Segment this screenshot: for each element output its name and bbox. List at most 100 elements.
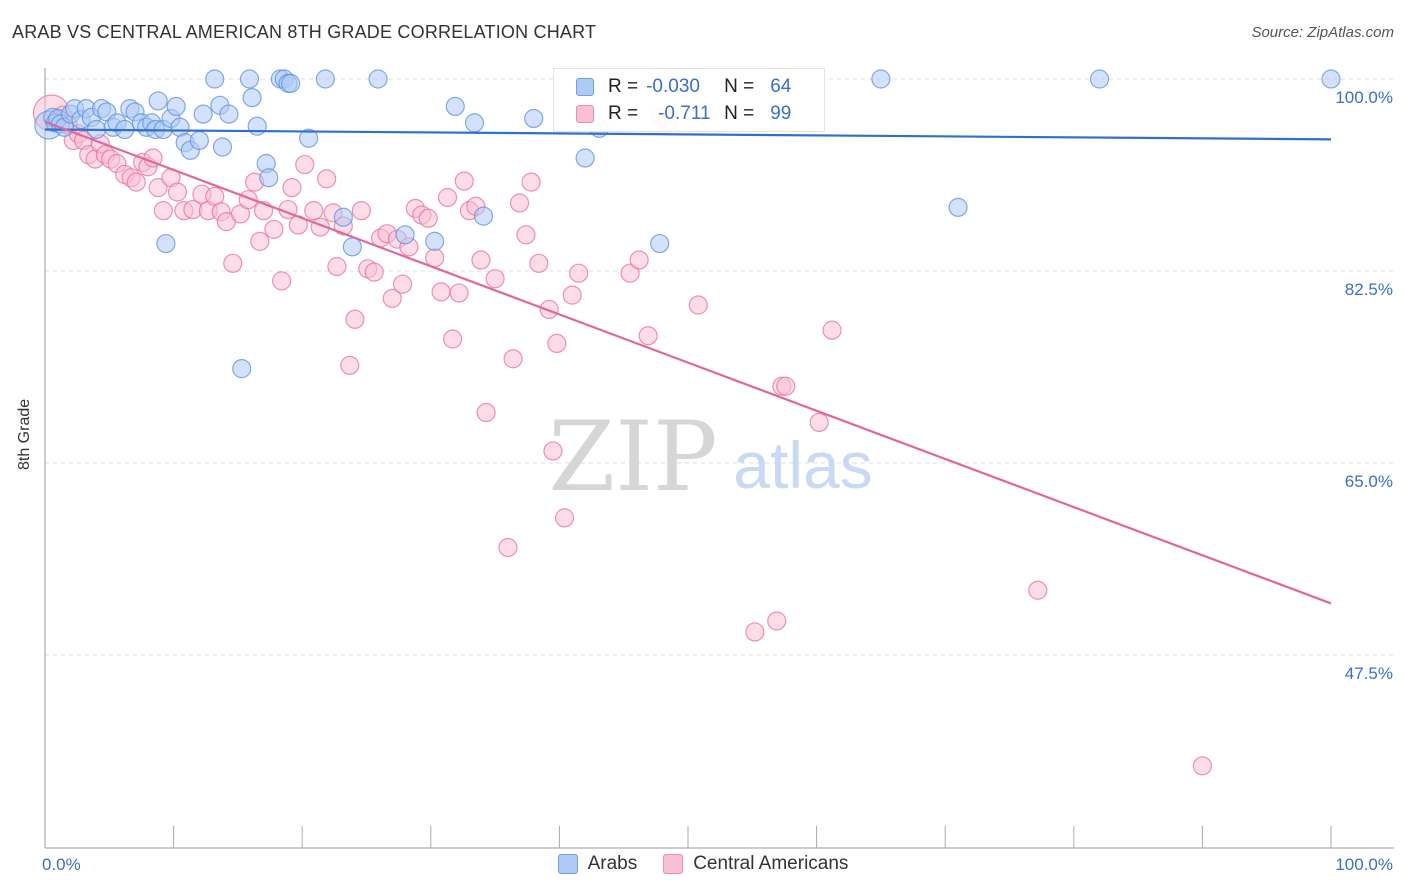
data-point (650, 233, 670, 254)
legend-item-arabs[interactable]: Arabs (557, 853, 638, 875)
data-point (509, 193, 530, 213)
data-point (327, 257, 347, 277)
data-point (340, 355, 360, 375)
data-point (1089, 69, 1110, 89)
trend-line (44, 120, 1332, 605)
data-point (282, 178, 302, 198)
y-tick-label: 100.0% (1335, 88, 1393, 107)
data-point (547, 333, 567, 354)
watermark-atlas: atlas (733, 428, 872, 502)
data-point (485, 269, 505, 289)
data-point (575, 148, 595, 168)
data-point (232, 359, 252, 379)
data-point (425, 248, 445, 268)
data-point (304, 201, 324, 221)
data-point (247, 116, 267, 136)
data-point (148, 178, 168, 198)
data-point (529, 253, 549, 273)
data-point (382, 288, 402, 309)
x-tick-label: 0.0% (42, 855, 81, 874)
r-label: R = (608, 103, 639, 124)
data-point (688, 295, 708, 315)
x-tick-label: 100.0% (1335, 855, 1393, 874)
data-point (167, 182, 188, 202)
n-label: N = (724, 103, 755, 124)
data-point (809, 412, 829, 433)
data-point (476, 402, 496, 423)
legend-swatch-arabs (557, 854, 578, 874)
data-point (219, 104, 239, 124)
data-point (156, 233, 176, 254)
r-label: R = (608, 76, 639, 97)
tick-labels: 100.0% 82.5% 65.0% 47.5% 0.0% 100.0% (42, 88, 1393, 874)
data-point (392, 274, 413, 294)
data-point (1321, 69, 1341, 89)
chart-title: ARAB VS CENTRAL AMERICAN 8TH GRADE CORRE… (12, 22, 597, 42)
data-point (464, 113, 485, 133)
y-tick-label: 47.5% (1345, 664, 1393, 683)
data-point (516, 225, 536, 245)
legend-label-central-americans: Central Americans (693, 853, 849, 874)
data-point (295, 154, 315, 175)
n-value-central-americans: 99 (770, 103, 792, 124)
legend: Arabs Central Americans (0, 852, 1406, 876)
data-point (333, 207, 353, 227)
n-value-arabs: 64 (770, 76, 792, 97)
data-point (449, 283, 469, 303)
data-point (425, 231, 445, 251)
data-point (315, 69, 335, 89)
axes (44, 68, 1394, 849)
data-point (418, 208, 438, 228)
data-point (569, 263, 589, 283)
stats-box: R = -0.030 N = 64 R = -0.711 N = 99 (553, 68, 825, 132)
data-point (368, 69, 388, 89)
data-point (148, 91, 168, 111)
trend-line (44, 128, 1332, 141)
y-axis-label: 8th Grade (16, 398, 33, 470)
source-label: Source: ZipAtlas.com (1251, 24, 1394, 41)
data-point (431, 282, 451, 302)
data-point (193, 104, 213, 124)
data-point (454, 171, 474, 191)
data-point (443, 329, 463, 349)
data-point (498, 537, 518, 558)
data-point (948, 197, 968, 217)
data-point (1028, 580, 1048, 600)
data-point (767, 611, 787, 631)
data-point (503, 349, 523, 369)
data-point (351, 201, 371, 221)
data-point (153, 201, 173, 221)
data-point (281, 73, 301, 93)
data-point (342, 237, 362, 257)
data-point (554, 508, 575, 528)
data-point (1192, 756, 1213, 776)
legend-item-central-americans[interactable]: Central Americans (663, 853, 848, 875)
data-point (620, 263, 640, 283)
series-central-americans (32, 94, 1213, 776)
stats-swatch-central-americans (576, 105, 594, 123)
r-value-central-americans: -0.711 (658, 103, 711, 124)
data-point (822, 320, 842, 340)
y-tick-label: 65.0% (1345, 472, 1393, 491)
data-point (437, 187, 458, 208)
n-label: N = (724, 76, 755, 97)
r-value-arabs: -0.030 (646, 76, 700, 97)
data-point (189, 130, 209, 151)
data-point (205, 69, 225, 89)
stats-swatch-arabs (576, 78, 594, 96)
legend-label-arabs: Arabs (587, 853, 638, 874)
data-point (317, 169, 337, 189)
watermark: ZIP atlas (548, 401, 872, 513)
data-point (242, 88, 262, 108)
data-point (259, 168, 279, 188)
watermark-zip: ZIP (548, 401, 717, 513)
data-point (871, 69, 891, 89)
data-point (471, 250, 491, 270)
legend-swatch-central-americans (663, 854, 684, 874)
data-point (745, 622, 765, 642)
data-point (345, 309, 365, 329)
data-point (638, 326, 658, 346)
data-point (776, 376, 796, 396)
data-point (272, 271, 292, 291)
